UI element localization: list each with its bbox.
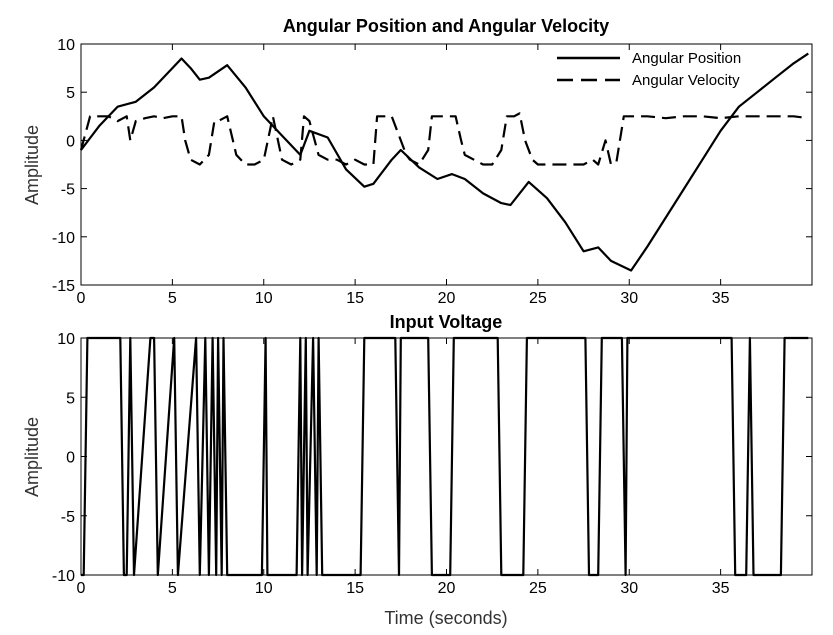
bottom-series-line-0 [81,336,809,577]
bottom-y-tick-label: 5 [66,390,75,407]
top-y-tick-label: -10 [52,230,75,247]
series-group-top [79,52,809,272]
x-axis-label-bottom: Time (seconds) [384,608,507,628]
top-y-tick-label: 5 [66,85,75,102]
bottom-x-tick-label: 25 [529,580,547,597]
chart-title-bottom: Input Voltage [390,312,503,332]
bottom-y-tick-label: 0 [66,450,75,467]
bottom-x-tick-label: 35 [712,580,730,597]
top-y-tick-label: -15 [52,278,75,295]
top-x-tick-label: 10 [255,290,273,307]
series-group-bottom [81,336,809,577]
legend-label-position: Angular Position [632,50,741,67]
bottom-y-tick-label: -10 [52,568,75,585]
chart-title-top: Angular Position and Angular Velocity [283,16,609,36]
plot-area-bottom [80,337,813,576]
input-voltage-chart: Input Voltage 0 5 10 15 20 25 30 35 10 5 0 -5 -10 A… [22,312,813,628]
top-x-tick-label: 15 [346,290,364,307]
y-axis-label-top: Amplitude [22,125,42,205]
bottom-y-tick-label: 10 [57,331,75,348]
y-axis-label-bottom: Amplitude [22,417,42,497]
top-series-line-1 [79,112,809,166]
bottom-x-tick-label: 0 [77,580,86,597]
bottom-x-tick-label: 15 [346,580,364,597]
top-x-tick-label: 5 [168,290,177,307]
bottom-x-tick-label: 10 [255,580,273,597]
x-axis-top: 0 5 10 15 20 25 30 35 [77,44,730,307]
y-axis-bottom: 10 5 0 -5 -10 [52,331,812,585]
bottom-x-tick-label: 30 [620,580,638,597]
plot-area-top [80,43,813,286]
legend: Angular Position Angular Velocity [557,50,741,89]
top-x-tick-label: 25 [529,290,547,307]
y-axis-top: 10 5 0 -5 -10 -15 [52,37,812,295]
bottom-x-tick-label: 20 [438,580,456,597]
top-y-tick-label: 0 [66,133,75,150]
top-x-tick-label: 30 [620,290,638,307]
legend-label-velocity: Angular Velocity [632,72,740,89]
top-x-tick-label: 0 [77,290,86,307]
top-y-tick-label: -5 [61,182,75,199]
top-series-line-0 [80,52,809,272]
top-x-tick-label: 35 [712,290,730,307]
top-x-tick-label: 20 [438,290,456,307]
position-velocity-chart: Angular Position and Angular Velocity 0 5… [22,16,813,307]
top-y-tick-label: 10 [57,37,75,54]
bottom-y-tick-label: -5 [61,509,75,526]
bottom-x-tick-label: 5 [168,580,177,597]
x-axis-bottom: 0 5 10 15 20 25 30 35 [77,338,730,597]
